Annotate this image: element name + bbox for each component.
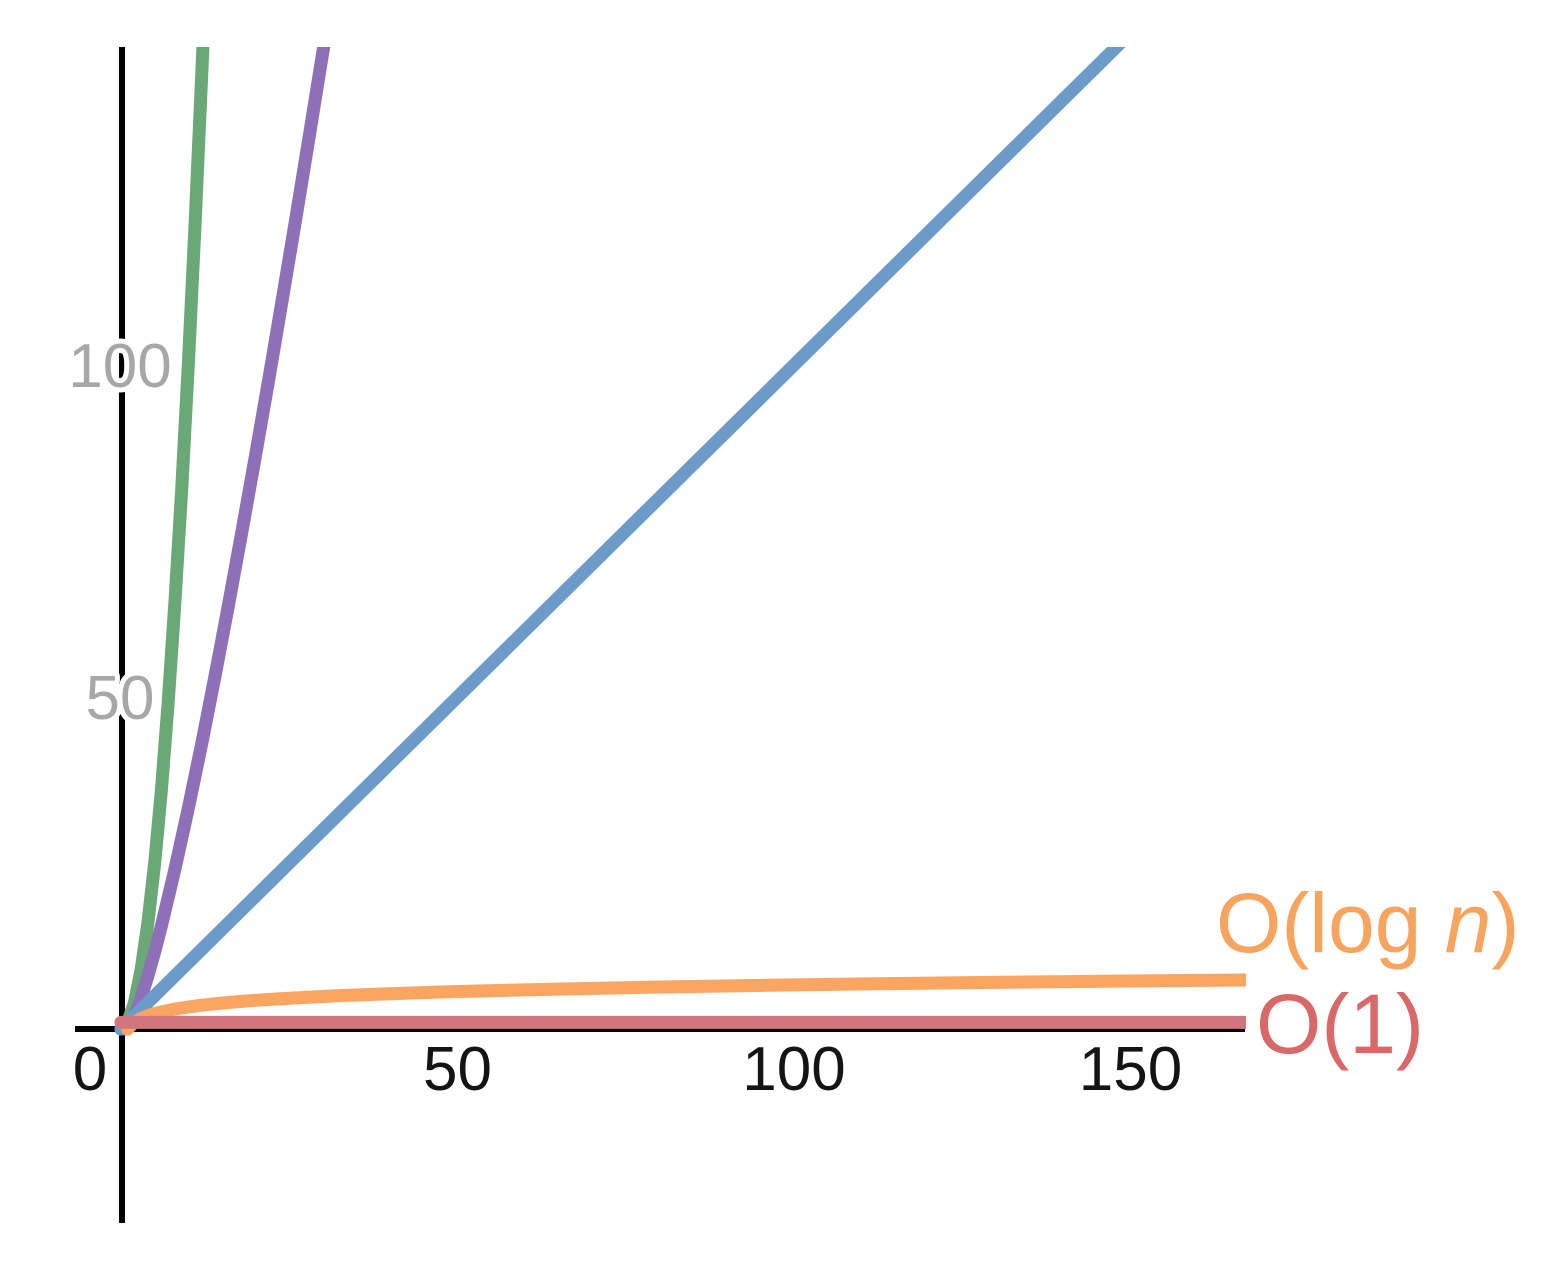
curve-label-o-1: O(1) [1256, 977, 1424, 1071]
y-tick-label-100: 100 [68, 332, 171, 401]
x-tick-label-150: 150 [1079, 1035, 1182, 1104]
x-tick-label-100: 100 [742, 1035, 845, 1104]
label-log-n-italic: n [1445, 876, 1492, 970]
curve-label-o-log-n: O(log n) [1216, 876, 1519, 970]
y-axis-tick-labels: 50 100 [63, 327, 176, 738]
label-log-pre: O(log [1216, 876, 1445, 970]
label-log-post: ) [1491, 876, 1519, 970]
curve-o-n-2 [114, 47, 210, 1036]
x-tick-label-50: 50 [423, 1035, 492, 1104]
y-tick-label-50: 50 [86, 664, 155, 733]
x-tick-label-0: 0 [73, 1035, 107, 1104]
curve-group [114, 47, 1246, 1036]
x-axis-tick-labels: 0 50 100 150 [68, 1030, 1187, 1109]
curve-o-n [114, 47, 1126, 1036]
